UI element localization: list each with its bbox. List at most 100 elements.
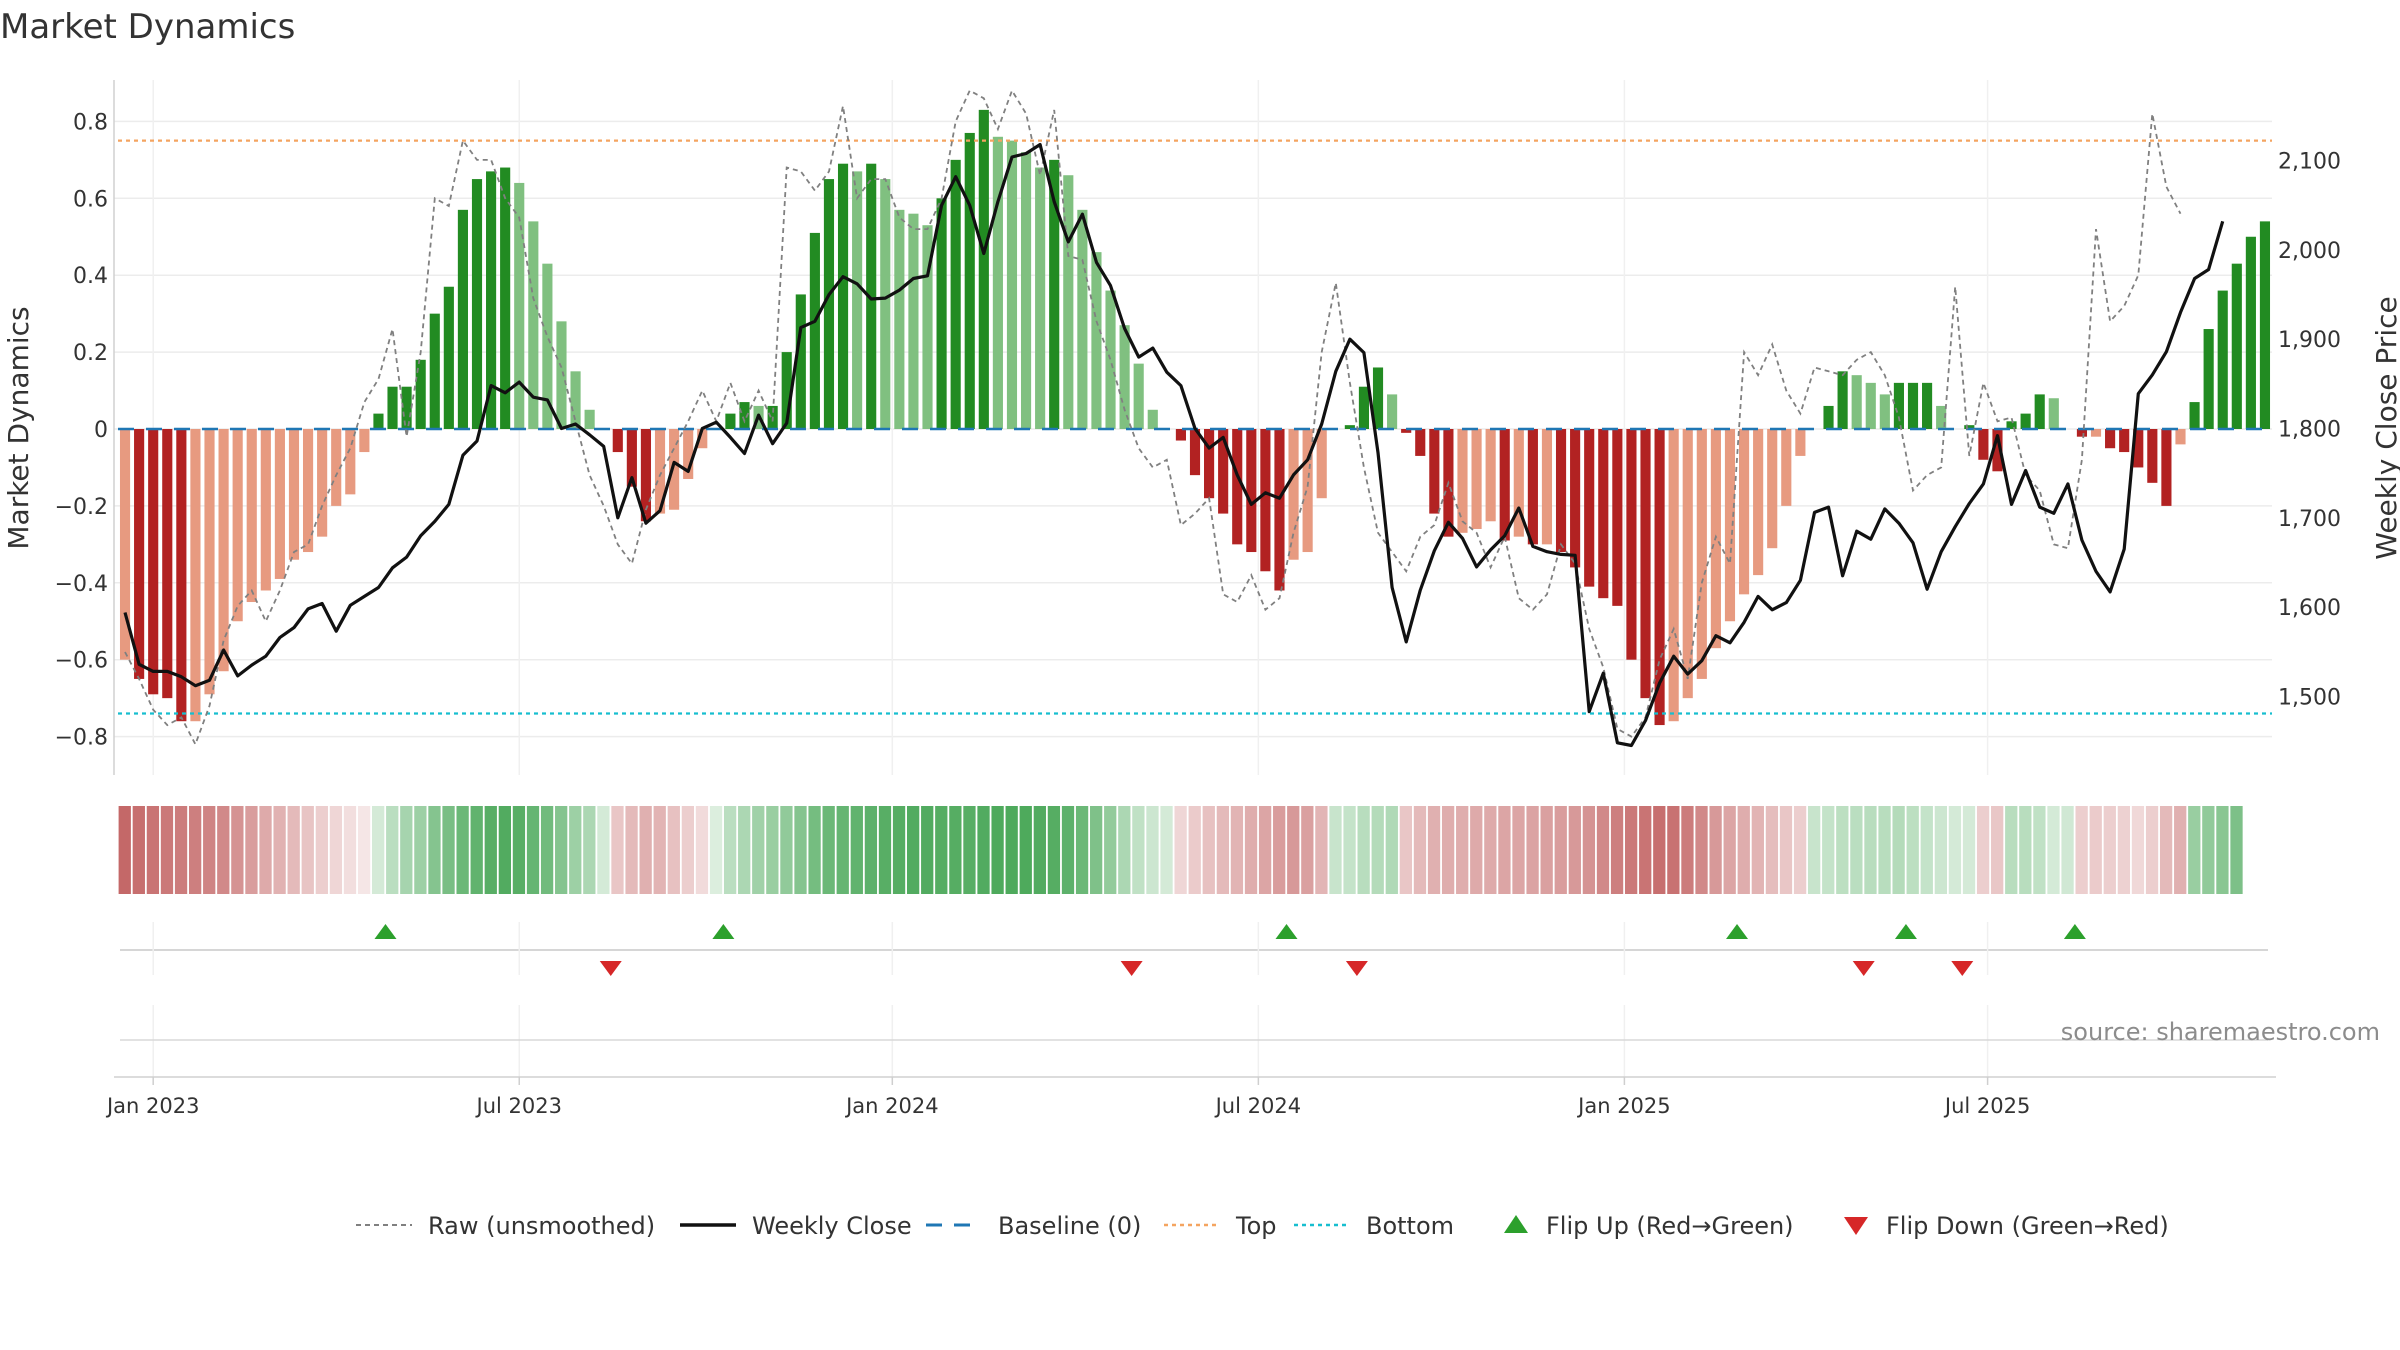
dynamics-bar <box>190 429 201 722</box>
heat-cell <box>386 806 399 894</box>
dynamics-bar <box>415 359 426 429</box>
dynamics-bar <box>1260 429 1271 572</box>
heat-cell <box>1470 806 1483 894</box>
dynamics-bar <box>654 429 666 514</box>
heat-cell <box>428 806 441 894</box>
heat-cell <box>2202 806 2215 894</box>
heat-cell <box>1836 806 1849 894</box>
right-axis-title: Weekly Close Price <box>2370 296 2400 559</box>
dynamics-bar <box>2034 394 2045 429</box>
dynamics-bar <box>1204 429 1215 499</box>
flip-down-marker <box>1345 961 1368 976</box>
heat-cell <box>2131 806 2145 894</box>
heat-cell <box>1399 806 1413 894</box>
heat-cell <box>723 806 737 894</box>
heat-cell <box>921 806 934 894</box>
legend-label-flipup: Flip Up (Red→Green) <box>1546 1212 1794 1240</box>
left-axis-title: Market Dynamics <box>2 306 35 549</box>
heat-cell <box>1273 806 1286 894</box>
dynamics-bar <box>204 429 215 695</box>
dynamics-bar <box>274 429 285 579</box>
heat-cell <box>245 806 258 894</box>
heat-cell <box>1301 806 1314 894</box>
heat-cell <box>1779 806 1793 894</box>
right-tick-label: 1,900 <box>2278 328 2341 353</box>
dynamics-bar <box>2217 290 2228 429</box>
x-tick-label: Jul 2025 <box>1943 1094 2030 1118</box>
right-tick-label: 2,100 <box>2278 150 2341 175</box>
regime-heat-strip <box>118 806 2243 894</box>
heat-cell <box>2005 806 2018 894</box>
dynamics-bar <box>2133 429 2144 468</box>
dynamics-bar <box>1471 429 1482 529</box>
heat-cell <box>484 806 497 894</box>
dynamics-bar <box>232 429 243 622</box>
right-tick-label: 1,600 <box>2278 596 2341 621</box>
dynamics-bar <box>1992 429 2003 472</box>
heat-cell <box>1202 806 1215 894</box>
heat-cell <box>1005 806 1018 894</box>
dynamics-bar <box>1147 409 1158 429</box>
heat-cell <box>2089 806 2102 894</box>
heat-cell <box>1695 806 1708 894</box>
heat-cell <box>1216 806 1229 894</box>
heat-cell <box>372 806 385 894</box>
heat-cell <box>1315 806 1328 894</box>
heat-cell <box>653 806 666 894</box>
heat-cell <box>1174 806 1187 894</box>
dynamics-bar <box>1189 429 1201 476</box>
flip-down-marker <box>1852 961 1875 976</box>
dynamics-bar <box>528 221 539 429</box>
heat-cell <box>555 806 568 894</box>
dynamics-bar <box>302 429 314 553</box>
dynamics-bar <box>1499 429 1510 541</box>
heat-cell <box>1667 806 1680 894</box>
flip-up-marker <box>712 924 735 939</box>
x-tick-label: Jul 2024 <box>1214 1094 1301 1118</box>
heat-cell <box>991 806 1004 894</box>
flip-down-marker <box>1951 961 1974 976</box>
heat-cell <box>1864 806 1877 894</box>
left-tick-label: 0.4 <box>73 264 108 289</box>
heat-cell <box>949 806 962 894</box>
dynamics-bar <box>1232 429 1243 545</box>
dynamics-bar <box>2076 429 2088 437</box>
heat-cell <box>780 806 793 894</box>
heat-cell <box>188 806 202 894</box>
dynamics-bar <box>584 409 595 429</box>
dynamics-bar <box>1077 209 1088 429</box>
heat-cell <box>1132 806 1145 894</box>
dynamics-bar <box>1555 429 1567 553</box>
heat-cell <box>1456 806 1469 894</box>
dynamics-bar <box>950 159 961 429</box>
heat-cell <box>118 806 131 894</box>
flip-up-marker <box>1894 924 1917 939</box>
dynamics-bar <box>1879 394 1890 429</box>
dynamics-bar <box>2147 429 2158 483</box>
heat-cell <box>2019 806 2032 894</box>
dynamics-bar <box>1274 429 1285 591</box>
heat-cell <box>512 806 526 894</box>
heat-cell <box>822 806 835 894</box>
heat-cell <box>1991 806 2004 894</box>
heat-cell <box>1709 806 1722 894</box>
left-tick-label: −0.6 <box>55 649 108 674</box>
heat-cell <box>1892 806 1905 894</box>
dynamics-bar <box>1175 429 1186 441</box>
dynamics-bar <box>1584 429 1595 587</box>
dynamics-bar <box>2259 221 2271 429</box>
dynamics-bar <box>1640 429 1651 699</box>
heat-cell <box>1751 806 1764 894</box>
heat-cell <box>709 806 723 894</box>
empty-bottom-panel <box>114 1005 2276 1078</box>
dynamics-bar <box>1218 429 1229 514</box>
dynamics-bar <box>1978 429 1989 460</box>
heat-cell <box>583 806 596 894</box>
source-note: source: sharemaestro.com <box>2061 1018 2380 1046</box>
dynamics-bar <box>880 179 891 429</box>
heat-cell <box>498 806 511 894</box>
dynamics-bar <box>570 371 581 429</box>
dynamics-bar <box>781 352 792 429</box>
dynamics-bar <box>2231 263 2242 429</box>
heat-cell <box>1090 806 1103 894</box>
